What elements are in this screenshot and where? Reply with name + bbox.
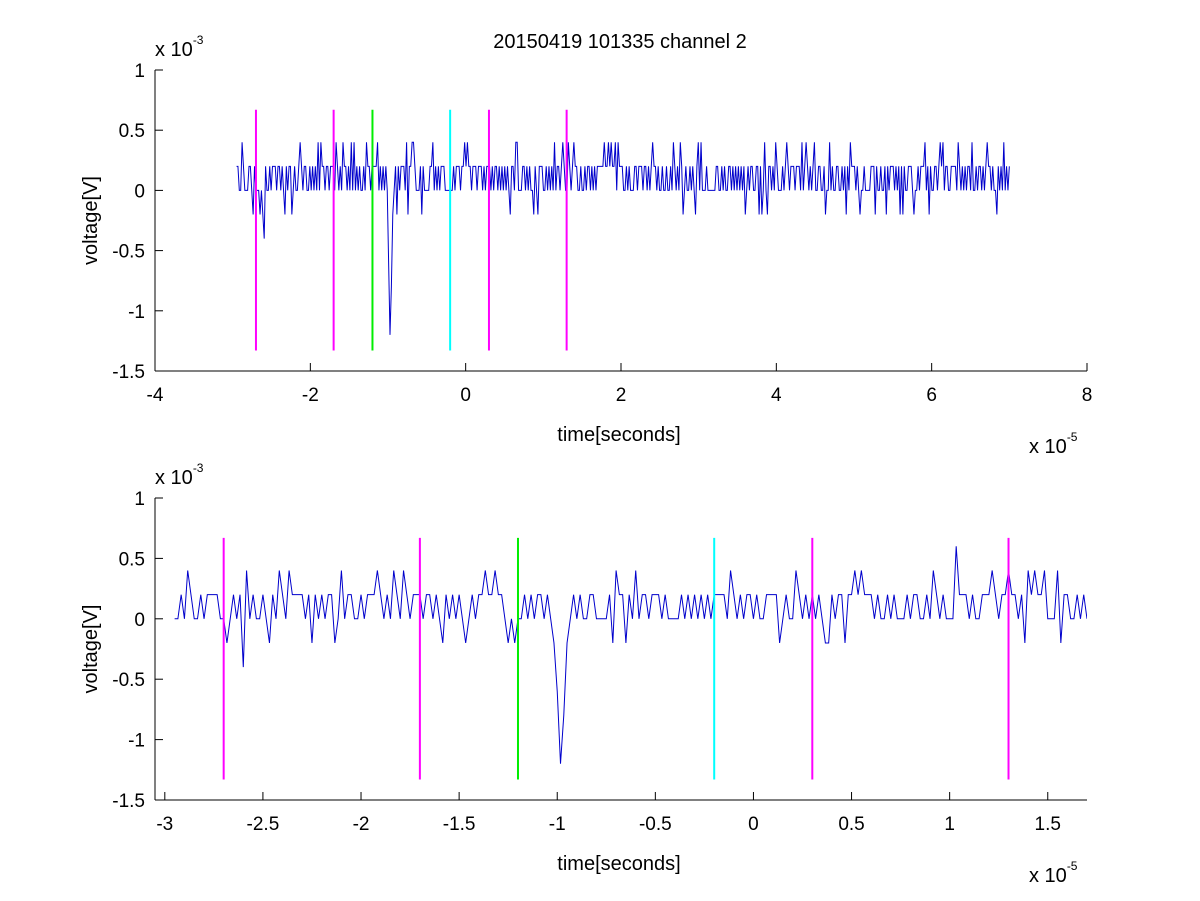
y-tick-label: -1 [128, 731, 145, 752]
x-tick-label: 0.5 [838, 814, 864, 835]
x-tick-label: 1 [944, 814, 955, 835]
x-tick-label: -1 [549, 814, 566, 835]
y-scale-exponent: -3 [193, 461, 204, 475]
x-scale-base: x 10 [1029, 436, 1067, 458]
y-tick-label: 0.5 [119, 121, 145, 142]
x-tick-label: 4 [771, 385, 782, 406]
x-tick-label: 0 [460, 385, 471, 406]
x-tick-label: 1.5 [1035, 814, 1061, 835]
x-tick-label: -2 [302, 385, 319, 406]
x-tick-label: -3 [156, 814, 173, 835]
x-tick-label: -0.5 [639, 814, 672, 835]
x-scale-exponent: -5 [1067, 430, 1078, 444]
x-axis-label: time[seconds] [557, 853, 680, 875]
y-tick-label: -0.5 [112, 242, 145, 263]
subplot-top: -4 -2 0 2 4 6 8 -1.5 -1 -0.5 0 0.5 1 time[seconds] vol… [80, 33, 1092, 458]
y-tick-label: 1 [134, 489, 145, 510]
y-tick-label: -1.5 [112, 791, 145, 812]
x-scale-factor: x 10-5 [1029, 859, 1078, 887]
x-tick-label: -2 [353, 814, 370, 835]
x-tick-label: -1.5 [443, 814, 476, 835]
y-scale-factor: x 10-3 [155, 461, 204, 489]
y-axis-label: voltage[V] [80, 605, 102, 694]
x-tick-label: -4 [147, 385, 164, 406]
y-tick-label: 0 [134, 610, 145, 631]
y-tick-label: -1.5 [112, 362, 145, 383]
x-tick-label: 6 [926, 385, 937, 406]
x-tick-label: -2.5 [247, 814, 280, 835]
y-tick-label: -1 [128, 302, 145, 323]
signal-trace [236, 141, 1010, 335]
y-tick-label: 0.5 [119, 549, 145, 570]
x-tick-label: 8 [1082, 385, 1093, 406]
x-axis-label: time[seconds] [557, 424, 680, 446]
y-tick-label: 1 [134, 61, 145, 82]
y-tick-label: -0.5 [112, 670, 145, 691]
y-scale-base: x 10 [155, 39, 193, 61]
x-tick-label: 2 [616, 385, 627, 406]
figure-title: 20150419 101335 channel 2 [493, 31, 747, 53]
x-scale-factor: x 10-5 [1029, 430, 1078, 458]
subplot-bottom: -3 -2.5 -2 -1.5 -1 -0.5 0 0.5 1 1.5 -1.5 -1 -0.5 0 0.5… [80, 461, 1087, 887]
x-tick-label: 0 [748, 814, 759, 835]
y-scale-base: x 10 [155, 467, 193, 489]
y-scale-exponent: -3 [193, 33, 204, 47]
x-scale-exponent: -5 [1067, 859, 1078, 873]
x-scale-base: x 10 [1029, 865, 1067, 887]
y-tick-label: 0 [134, 181, 145, 202]
y-scale-factor: x 10-3 [155, 33, 204, 61]
y-axis-label: voltage[V] [80, 176, 102, 265]
signal-trace [174, 546, 1087, 764]
